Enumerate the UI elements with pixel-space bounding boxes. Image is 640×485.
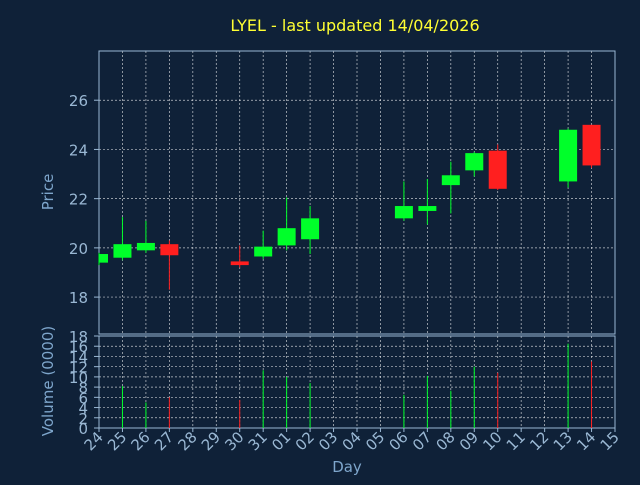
x-tick-label: 10	[479, 428, 505, 454]
volume-tick-label: 12	[69, 359, 88, 377]
x-axis-label: Day	[332, 458, 362, 476]
price-tick-label: 22	[69, 191, 88, 209]
x-tick-label: 31	[245, 428, 271, 454]
candle-body	[113, 244, 132, 258]
x-tick-label: 29	[198, 428, 224, 454]
x-tick-label: 05	[362, 428, 388, 454]
candle-body	[394, 206, 413, 219]
x-tick-label: 15	[597, 428, 623, 454]
x-tick-label: 02	[292, 428, 318, 454]
candle-body	[160, 244, 179, 256]
candle-body	[559, 129, 578, 182]
volume-tick-label: 2	[78, 410, 88, 428]
candle-body	[230, 261, 249, 266]
x-tick-label: 11	[503, 428, 529, 454]
volume-tick-label: 18	[69, 328, 88, 346]
x-tick-label: 04	[339, 428, 365, 454]
x-tick-label: 12	[526, 428, 552, 454]
candle-body	[99, 254, 108, 263]
candle-body	[441, 175, 460, 186]
x-tick-label: 25	[104, 428, 130, 454]
candle-body	[465, 153, 484, 171]
x-tick-label: 03	[315, 428, 341, 454]
price-axis-label: Price	[39, 174, 57, 211]
x-tick-label: 08	[432, 428, 458, 454]
price-tick-label: 26	[69, 92, 88, 110]
x-tick-label: 09	[456, 428, 482, 454]
candle-body	[582, 124, 601, 166]
x-tick-label: 30	[221, 428, 247, 454]
price-panel-frame	[98, 50, 616, 335]
x-tick-label: 26	[128, 428, 154, 454]
price-tick-label: 20	[69, 240, 88, 258]
candle-body	[136, 242, 155, 251]
price-tick-label: 24	[69, 141, 88, 159]
volume-tick-label: 10	[69, 369, 88, 387]
volume-tick-label: 4	[78, 400, 88, 418]
candle-body	[254, 246, 273, 257]
candle-body	[277, 228, 296, 246]
x-tick-label: 06	[386, 428, 412, 454]
x-tick-label: 28	[174, 428, 200, 454]
plot-layer: 1820222426024681012141618242526272829303…	[69, 50, 623, 454]
price-tick-label: 18	[69, 289, 88, 307]
volume-tick-label: 6	[78, 389, 88, 407]
x-tick-label: 01	[268, 428, 294, 454]
candle-body	[418, 206, 437, 211]
volume-axis-label: Volume (0000)	[39, 326, 57, 436]
chart-title: LYEL - last updated 14/04/2026	[230, 16, 479, 35]
x-tick-label: 07	[409, 428, 435, 454]
candle-body	[301, 218, 320, 240]
volume-tick-label: 8	[78, 379, 88, 397]
candle-body	[488, 150, 507, 189]
volume-tick-label: 14	[69, 348, 88, 366]
x-tick-label: 14	[573, 428, 599, 454]
volume-tick-label: 0	[78, 420, 88, 438]
volume-tick-label: 16	[69, 338, 88, 356]
x-tick-label: 13	[550, 428, 576, 454]
x-tick-label: 27	[151, 428, 177, 454]
